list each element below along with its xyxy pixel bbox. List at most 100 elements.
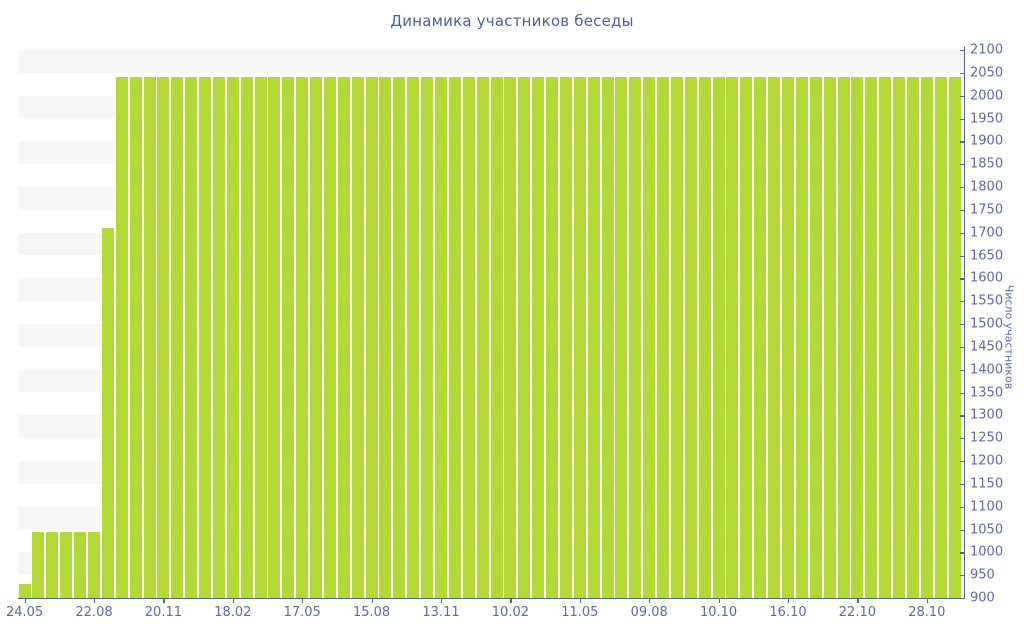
- y-tick: [960, 255, 965, 257]
- bar[interactable]: [379, 77, 392, 598]
- y-tick: [960, 232, 965, 234]
- bar[interactable]: [171, 77, 184, 598]
- bar[interactable]: [226, 77, 239, 598]
- bar[interactable]: [546, 77, 559, 598]
- y-tick-label: 1100: [970, 499, 1004, 515]
- x-tick: [24, 598, 26, 603]
- bar[interactable]: [32, 531, 45, 598]
- bar[interactable]: [906, 77, 919, 598]
- bar[interactable]: [712, 77, 725, 598]
- bar[interactable]: [559, 77, 572, 598]
- bar[interactable]: [323, 77, 336, 598]
- bar[interactable]: [934, 77, 947, 598]
- bar[interactable]: [462, 77, 475, 598]
- bar[interactable]: [393, 77, 406, 598]
- x-tick: [857, 598, 859, 603]
- x-tick-label: 15.08: [352, 605, 391, 620]
- bar[interactable]: [615, 77, 628, 598]
- y-tick: [960, 483, 965, 486]
- x-tick: [579, 598, 582, 603]
- x-tick-label: 10.10: [699, 605, 738, 620]
- y-tick-label: 2100: [970, 42, 1004, 58]
- y-tick: [960, 50, 965, 52]
- bar[interactable]: [754, 77, 767, 598]
- y-tick: [960, 369, 965, 371]
- x-tick: [788, 598, 790, 603]
- bar[interactable]: [254, 77, 267, 598]
- bar[interactable]: [726, 77, 739, 598]
- bar[interactable]: [740, 77, 753, 598]
- bar[interactable]: [532, 77, 545, 598]
- bar[interactable]: [643, 77, 656, 598]
- bar[interactable]: [601, 77, 614, 598]
- bar[interactable]: [893, 77, 906, 598]
- bar[interactable]: [18, 584, 31, 598]
- bar[interactable]: [587, 77, 600, 598]
- bar[interactable]: [268, 77, 281, 598]
- bar[interactable]: [365, 77, 378, 598]
- x-tick: [926, 598, 929, 603]
- bar[interactable]: [185, 77, 198, 598]
- bar[interactable]: [920, 77, 933, 598]
- bar[interactable]: [795, 77, 808, 598]
- bar[interactable]: [518, 77, 531, 598]
- bar[interactable]: [837, 77, 850, 598]
- bar[interactable]: [948, 77, 961, 598]
- bar[interactable]: [240, 77, 253, 598]
- bar[interactable]: [657, 77, 670, 598]
- y-tick: [960, 392, 965, 394]
- bar[interactable]: [421, 77, 434, 598]
- bar[interactable]: [157, 77, 170, 598]
- bar[interactable]: [143, 77, 156, 598]
- background-stripe: [18, 50, 963, 73]
- bar[interactable]: [101, 228, 114, 598]
- x-tick-label: 20.11: [144, 605, 182, 620]
- x-tick: [163, 598, 165, 603]
- bar[interactable]: [337, 77, 350, 598]
- bar[interactable]: [310, 77, 323, 598]
- y-tick-label: 1500: [970, 316, 1004, 332]
- bar[interactable]: [351, 77, 364, 598]
- bar[interactable]: [851, 77, 864, 598]
- y-tick-label: 1350: [970, 385, 1004, 400]
- y-tick: [960, 164, 965, 166]
- bar[interactable]: [282, 77, 295, 598]
- y-tick: [960, 529, 965, 531]
- x-axis-line: [18, 598, 965, 600]
- y-tick-label: 900: [970, 590, 995, 606]
- bar[interactable]: [435, 77, 447, 598]
- x-tick-label: 09.08: [630, 605, 668, 620]
- x-tick: [649, 598, 651, 603]
- y-tick-label: 2050: [970, 65, 1004, 81]
- bar[interactable]: [573, 77, 586, 598]
- bar[interactable]: [407, 77, 420, 598]
- bar[interactable]: [448, 77, 461, 598]
- bar[interactable]: [504, 77, 517, 598]
- bar[interactable]: [115, 77, 128, 598]
- bar[interactable]: [809, 77, 822, 598]
- bar[interactable]: [782, 77, 794, 598]
- bar[interactable]: [865, 77, 878, 598]
- bar[interactable]: [60, 531, 73, 598]
- bar[interactable]: [212, 77, 225, 598]
- bar[interactable]: [768, 77, 781, 598]
- x-tick-label: 17.05: [283, 605, 321, 620]
- bar[interactable]: [199, 77, 212, 598]
- x-tick-label: 16.10: [769, 605, 807, 620]
- bar[interactable]: [476, 77, 489, 598]
- bar[interactable]: [684, 77, 697, 598]
- bar[interactable]: [670, 77, 683, 598]
- y-tick: [960, 187, 965, 189]
- x-tick: [510, 598, 512, 603]
- bar[interactable]: [490, 77, 503, 598]
- bar[interactable]: [74, 531, 87, 598]
- bar[interactable]: [698, 77, 711, 598]
- bar[interactable]: [129, 77, 142, 598]
- y-tick: [960, 575, 965, 577]
- bar[interactable]: [823, 77, 836, 598]
- bar[interactable]: [879, 77, 892, 598]
- bar[interactable]: [88, 531, 100, 598]
- bar[interactable]: [629, 77, 642, 598]
- bar[interactable]: [296, 77, 309, 598]
- bar[interactable]: [46, 531, 59, 598]
